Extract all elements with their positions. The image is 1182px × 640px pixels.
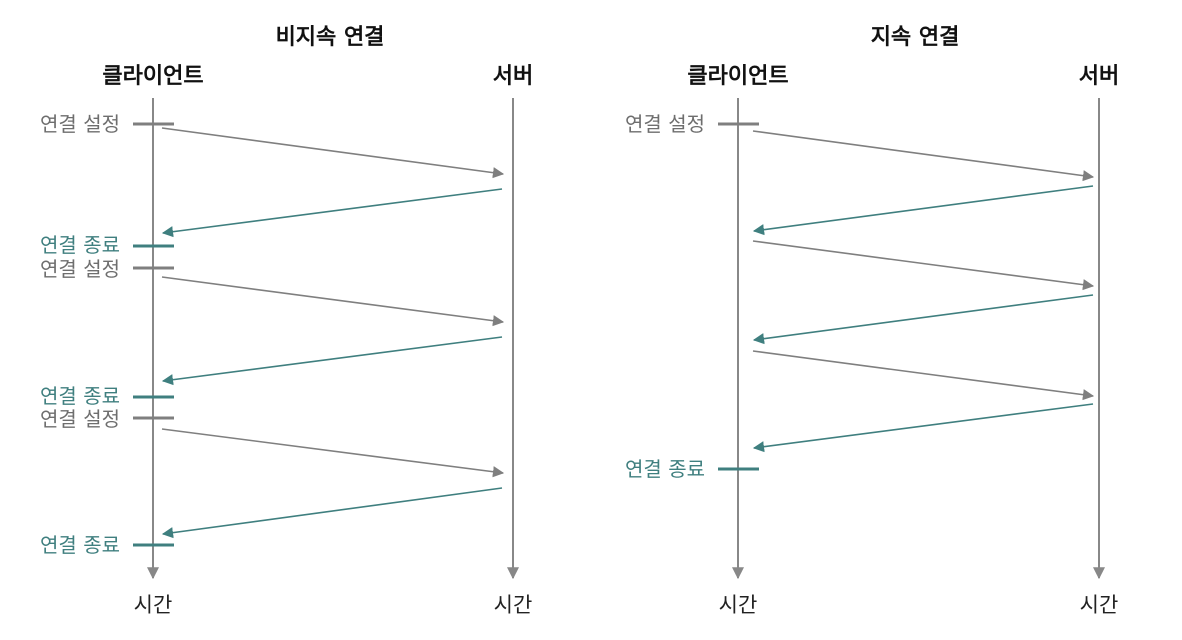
event-label-setup: 연결 설정 (40, 407, 120, 431)
event-label-close: 연결 종료 (40, 533, 120, 557)
event-label-close: 연결 종료 (40, 233, 120, 257)
panel-non-persistent: 비지속 연결 클라이언트 서버 연결 설정 연결 종료 연결 설정 연결 종료 … (40, 25, 533, 617)
client-label: 클라이언트 (102, 64, 203, 89)
response-arrow (752, 294, 1094, 345)
response-arrow (161, 487, 503, 539)
client-time-label: 시간 (719, 593, 758, 617)
server-time-label: 시간 (494, 593, 533, 617)
event-label-setup: 연결 설정 (40, 257, 120, 281)
response-arrow (752, 185, 1094, 236)
server-label: 서버 (1079, 64, 1119, 89)
response-arrow (161, 336, 503, 386)
panel-title: 비지속 연결 (276, 25, 385, 50)
request-arrow (161, 127, 505, 179)
request-arrow (752, 130, 1095, 182)
request-arrow (752, 240, 1095, 291)
event-label-close: 연결 종료 (625, 457, 705, 481)
response-arrow (752, 403, 1094, 453)
server-label: 서버 (493, 64, 533, 89)
client-label: 클라이언트 (687, 64, 788, 89)
request-arrow (161, 428, 505, 478)
request-arrow (161, 276, 505, 327)
request-arrow (752, 350, 1095, 401)
panel-title: 지속 연결 (871, 25, 960, 50)
panel-persistent: 지속 연결 클라이언트 서버 연결 설정 연결 종료 시간 시간 (625, 25, 1119, 617)
server-time-label: 시간 (1080, 593, 1119, 617)
response-arrow (161, 188, 503, 238)
client-time-label: 시간 (134, 593, 173, 617)
event-label-setup: 연결 설정 (40, 112, 120, 136)
event-label-setup: 연결 설정 (625, 112, 705, 136)
event-label-close: 연결 종료 (40, 384, 120, 408)
